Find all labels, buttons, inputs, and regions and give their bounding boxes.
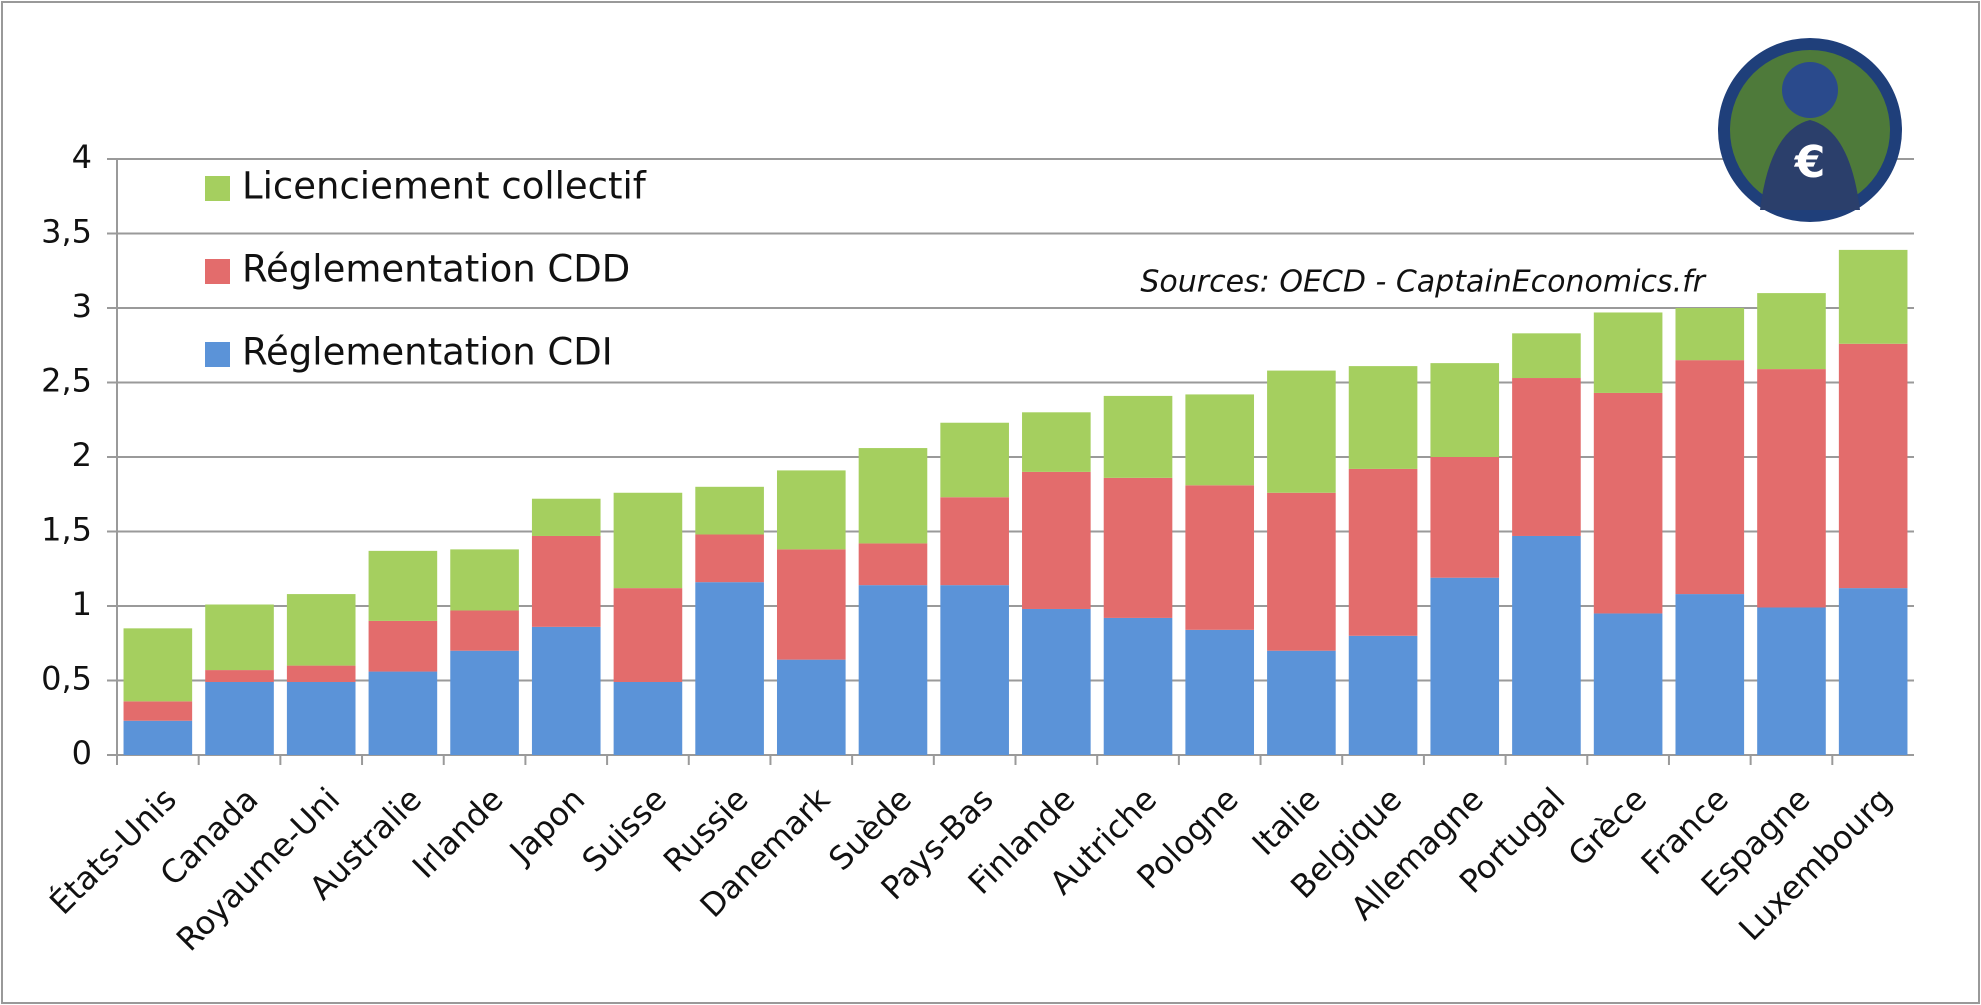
bar-segment (123, 628, 193, 702)
bar-segment (450, 610, 519, 651)
bar-segment (450, 650, 519, 755)
bar-segment (1757, 293, 1826, 370)
bar-segment (1675, 360, 1745, 595)
y-tick-label: 3,5 (41, 213, 92, 251)
logo-body (1760, 120, 1860, 210)
bar-segment (940, 585, 1009, 755)
bar-segment (368, 671, 438, 755)
bar-segment (1185, 394, 1255, 486)
bar-segment (205, 670, 274, 682)
bar-segment (613, 492, 683, 589)
bar-segment (1185, 629, 1255, 755)
bar-segment (1512, 333, 1581, 379)
bar-segment (1593, 312, 1663, 393)
bar-segment (1022, 608, 1091, 755)
y-tick-label: 1 (72, 585, 92, 623)
logo-head (1782, 62, 1838, 118)
y-tick-label: 2 (72, 436, 92, 474)
y-tick-label: 4 (72, 138, 92, 176)
bar-segment (858, 448, 928, 544)
bar-segment (858, 543, 928, 586)
bar-segment (1430, 457, 1500, 578)
bar-segment (531, 498, 601, 536)
source: Sources: OECD - CaptainEconomics.fr (1140, 265, 1706, 300)
bar-segment (1593, 613, 1663, 755)
bar-segment (776, 549, 846, 660)
bar-segment (123, 720, 193, 755)
bar-segment (1430, 363, 1500, 457)
bar-segment (123, 701, 193, 721)
bar-segment (695, 486, 764, 535)
y-tick-label: 0 (72, 734, 92, 772)
bar-segment (1267, 650, 1336, 755)
legend-label: Réglementation CDD (242, 248, 630, 291)
bar-segment (1267, 370, 1336, 493)
bar-segment (776, 659, 846, 755)
bar-segment (776, 470, 846, 550)
bar-segment (1348, 468, 1418, 636)
bar-segment (940, 497, 1009, 586)
y-tick-label: 0,5 (41, 660, 92, 698)
bars: États-UnisCanadaRoyaume-UniAustralieIrla… (42, 249, 1908, 958)
bar-segment (450, 549, 519, 611)
bar-segment (1757, 369, 1826, 608)
bar-segment (1512, 535, 1581, 755)
bar-segment (1512, 378, 1581, 536)
bar-segment (1022, 471, 1091, 609)
bar-segment (940, 422, 1009, 498)
bar-segment (531, 626, 601, 755)
y-tick-label: 1,5 (41, 511, 92, 549)
bar-segment (286, 594, 356, 666)
bar-segment (1593, 392, 1663, 614)
y-tick-label: 2,5 (41, 362, 92, 400)
legend-swatch (205, 176, 230, 201)
bar-segment (368, 550, 438, 621)
bar-segment (1267, 492, 1336, 651)
bar-segment (1022, 412, 1091, 472)
bar-segment (531, 535, 601, 627)
bar-segment (695, 582, 764, 755)
bar-segment (1430, 577, 1500, 755)
bar-segment (1103, 395, 1173, 478)
bar-segment (1103, 617, 1173, 755)
bar-segment (613, 681, 683, 755)
bar-segment (286, 665, 356, 682)
logo: € (1718, 38, 1902, 222)
bar-segment (286, 681, 356, 755)
y-tick-label: 3 (72, 287, 92, 325)
bar-segment (205, 681, 274, 755)
bar-segment (1103, 477, 1173, 618)
bar-segment (1675, 308, 1745, 361)
bar-segment (1185, 485, 1255, 630)
bar-segment (1348, 366, 1418, 469)
legend-swatch (205, 259, 230, 284)
legend-label: Réglementation CDI (242, 331, 613, 374)
bar-segment (1757, 607, 1826, 755)
bar-segment (1838, 249, 1908, 344)
bar-segment (368, 620, 438, 672)
bar-segment (858, 585, 928, 755)
bar-segment (1838, 588, 1908, 755)
bar-segment (1675, 594, 1745, 755)
bar-segment (1838, 343, 1908, 589)
legend: Licenciement collectif Réglementation CDD… (205, 165, 647, 374)
bar-segment (695, 534, 764, 583)
logo-symbol: € (1794, 137, 1826, 188)
legend-swatch (205, 342, 230, 367)
bar-segment (1348, 635, 1418, 755)
bar-segment (613, 588, 683, 682)
legend-label: Licenciement collectif (242, 165, 647, 208)
bar-segment (205, 604, 274, 671)
